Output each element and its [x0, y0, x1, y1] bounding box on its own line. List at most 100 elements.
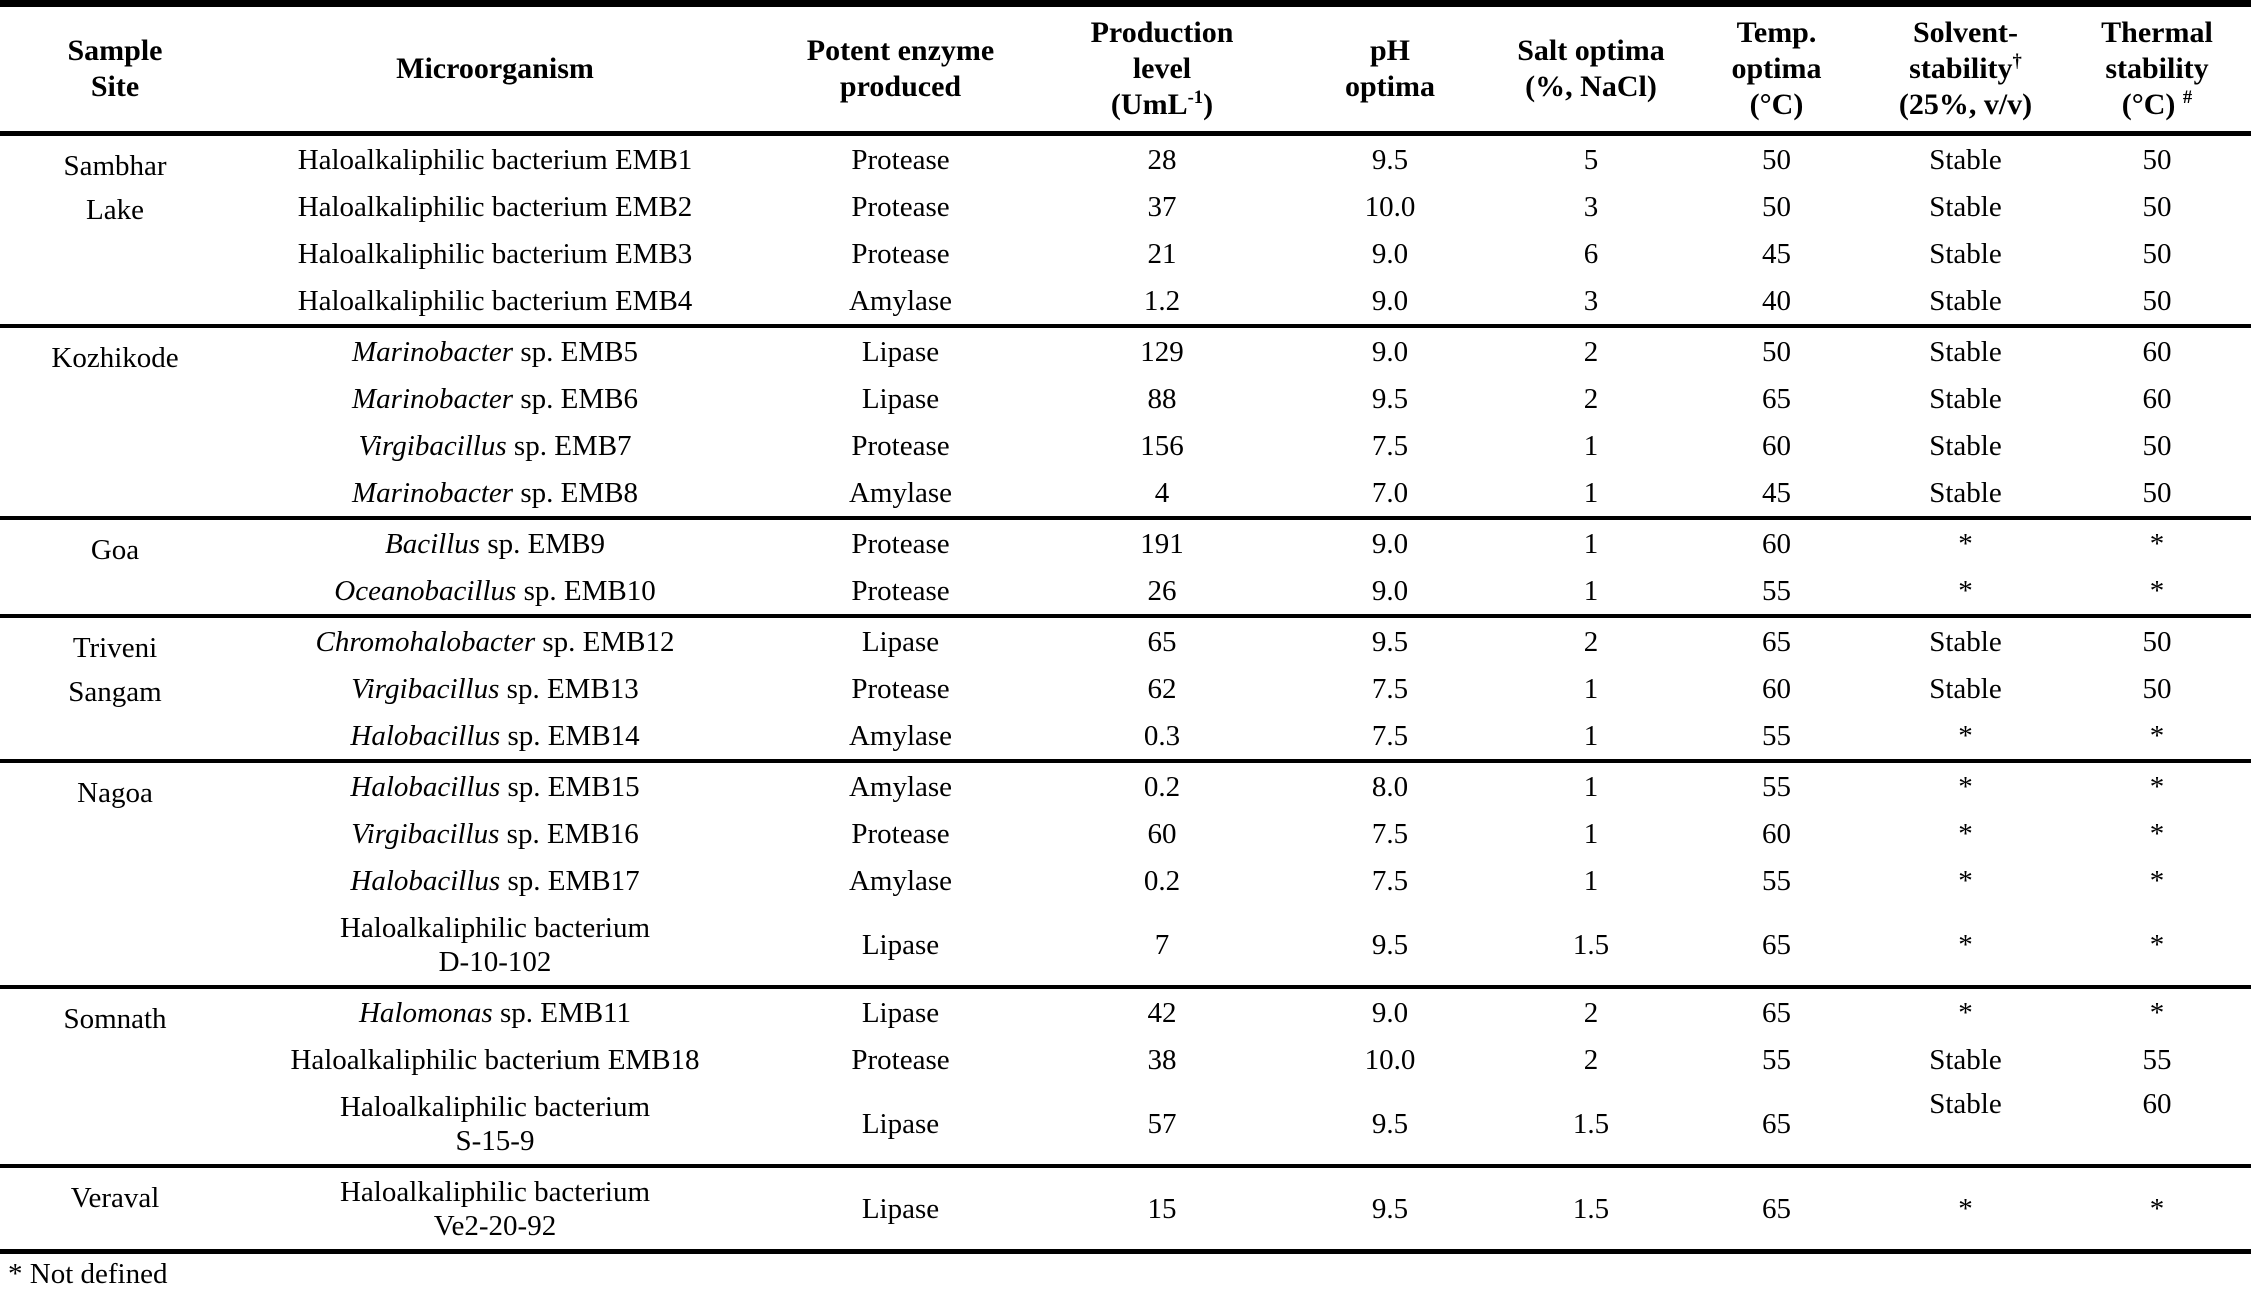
microorganism-cell: Haloalkaliphilic bacterium EMB2 [297, 190, 693, 223]
production-cell: 0.2 [1041, 759, 1283, 810]
ph-cell: 9.5 [1371, 1107, 1409, 1140]
ph-cell: 7.5 [1371, 672, 1409, 705]
temp-cell: 60 [1762, 429, 1791, 462]
table-row: Haloalkaliphilic bacterium D-10-102 Lipase… [0, 904, 2251, 987]
table-row: Haloalkaliphilic bacterium EMB4 Amylase 1.… [0, 277, 2251, 326]
enzyme-cell: Protease [851, 190, 950, 223]
solvent-cell: Stable [1868, 131, 2063, 183]
table-row: Haloalkaliphilic bacterium EMB2 Protease 3… [0, 183, 2251, 230]
thermal-cell: 50 [2063, 131, 2251, 183]
ph-cell: 9.5 [1283, 131, 1497, 183]
production-cell: 26 [1147, 574, 1177, 607]
thermal-cell: * [2149, 574, 2165, 607]
sample-site-cell: Somnath [0, 985, 230, 1166]
sample-site-cell: Veraval [0, 1164, 230, 1252]
enzyme-cell: Protease [851, 237, 950, 270]
solvent-cell: Stable [1929, 1043, 2002, 1076]
column-header-ph-optima: pH optima [1283, 3, 1497, 136]
temp-cell: 50 [1685, 324, 1868, 375]
microorganism-cell: Haloalkaliphilic bacterium S-15-9 [339, 1090, 651, 1157]
production-cell: 28 [1041, 131, 1283, 183]
production-cell: 42 [1041, 985, 1283, 1036]
temp-cell: 50 [1762, 190, 1791, 223]
table-row: Sambhar Lake Haloalkaliphilic bacterium EM… [0, 131, 2251, 326]
temp-cell: 60 [1762, 817, 1791, 850]
ph-cell: 7.0 [1371, 476, 1409, 509]
ph-cell: 9.0 [1371, 237, 1409, 270]
microorganism-cell: Haloalkaliphilic bacterium EMB3 [297, 237, 693, 270]
table-row: Oceanobacillus sp. EMB10 Protease 26 9.0 1 55… [0, 567, 2251, 616]
table-header: Sample Site Microorganism Potent enzyme prod… [0, 3, 2251, 136]
salt-cell: 1 [1497, 516, 1685, 567]
temp-cell: 55 [1685, 759, 1868, 810]
ph-cell: 9.0 [1283, 324, 1497, 375]
temp-cell: 60 [1685, 516, 1868, 567]
thermal-cell: 60 [2142, 382, 2172, 415]
salt-cell: 6 [1583, 237, 1599, 270]
production-cell: 65 [1041, 614, 1283, 665]
temp-cell: 55 [1762, 574, 1791, 607]
thermal-cell: 50 [2142, 429, 2172, 462]
solvent-cell: * [1868, 985, 2063, 1036]
column-header-production-level: Production level (UmL-1) [1041, 3, 1283, 136]
thermal-cell: 50 [2142, 237, 2172, 270]
ph-cell: 7.5 [1371, 817, 1409, 850]
ph-cell: 10.0 [1364, 1043, 1416, 1076]
table-row: Triveni Sangam Chromohalobacter sp. EMB12 L… [0, 614, 2251, 761]
ph-cell: 7.5 [1371, 719, 1409, 752]
production-cell: 57 [1147, 1107, 1177, 1140]
thermal-cell: * [2149, 719, 2165, 752]
temp-cell: 55 [1762, 864, 1791, 897]
production-cell: 4 [1154, 476, 1170, 509]
temp-cell: 65 [1685, 1164, 1868, 1252]
enzyme-cell: Amylase [848, 476, 953, 509]
header-row: Sample Site Microorganism Potent enzyme prod… [0, 3, 2251, 136]
solvent-cell: * [1868, 1164, 2063, 1252]
temp-cell: 55 [1762, 719, 1791, 752]
ph-cell: 9.0 [1283, 985, 1497, 1036]
microorganism-cell: Haloalkaliphilic bacterium EMB4 [297, 284, 693, 317]
sample-site-cell: Sambhar Lake [0, 131, 230, 326]
salt-cell: 5 [1497, 131, 1685, 183]
temp-cell: 65 [1685, 614, 1868, 665]
thermal-cell: 50 [2142, 284, 2172, 317]
production-cell: 60 [1147, 817, 1177, 850]
ph-cell: 8.0 [1283, 759, 1497, 810]
solvent-cell: Stable [1929, 429, 2002, 462]
ph-cell: 7.5 [1371, 864, 1409, 897]
thermal-cell: * [2063, 516, 2251, 567]
solvent-cell: Stable [1929, 284, 2002, 317]
solvent-cell: * [1958, 719, 1973, 752]
temp-cell: 65 [1685, 985, 1868, 1036]
production-cell: 21 [1147, 237, 1177, 270]
table-row: Haloalkaliphilic bacterium EMB18 Protease… [0, 1036, 2251, 1083]
temp-cell: 50 [1685, 131, 1868, 183]
salt-cell: 2 [1497, 324, 1685, 375]
solvent-cell: Stable [1929, 382, 2002, 415]
table-row: Halobacillus sp. EMB17 Amylase 0.2 7.5 1 55 * * [0, 857, 2251, 904]
thermal-cell: 60 [2142, 1088, 2172, 1120]
microorganism-cell: Oceanobacillus sp. EMB10 [334, 574, 656, 607]
production-cell: 88 [1147, 382, 1177, 415]
microorganism-cell: Marinobacter sp. EMB6 [352, 382, 638, 415]
salt-cell: 2 [1497, 985, 1685, 1036]
production-cell: 0.3 [1143, 719, 1181, 752]
salt-cell: 1 [1583, 476, 1599, 509]
microorganism-cell: Marinobacter sp. EMB8 [352, 476, 638, 509]
enzyme-cell: Lipase [861, 928, 940, 961]
table-row: Veraval Haloalkaliphilic bacterium Ve2-20-… [0, 1164, 2251, 1252]
column-header-salt-optima: Salt optima (%, NaCl) [1497, 3, 1685, 136]
salt-cell: 2 [1583, 382, 1599, 415]
solvent-cell: * [1868, 516, 2063, 567]
enzyme-cell: Amylase [848, 719, 953, 752]
thermal-cell: * [2063, 759, 2251, 810]
enzyme-cell: Protease [851, 1043, 950, 1076]
salt-cell: 1 [1583, 672, 1599, 705]
salt-cell: 1 [1583, 574, 1599, 607]
microorganism-cell: Bacillus sp. EMB9 [230, 516, 760, 567]
microorganism-cell: Virgibacillus sp. EMB7 [358, 429, 632, 462]
production-cell: 129 [1041, 324, 1283, 375]
enzyme-cell: Amylase [848, 864, 953, 897]
sample-site-cell: Goa [0, 516, 230, 616]
thermal-cell: 60 [2063, 324, 2251, 375]
